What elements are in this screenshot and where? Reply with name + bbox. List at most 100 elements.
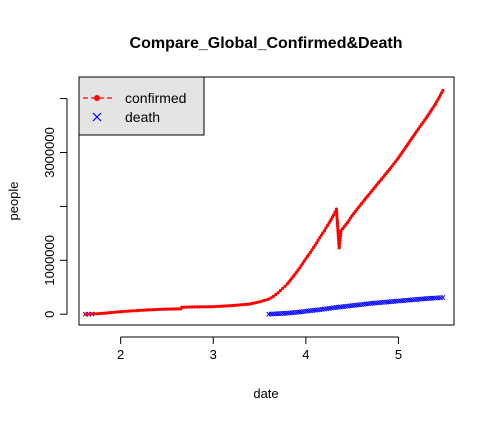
confirmed-point xyxy=(116,310,120,314)
chart-title: Compare_Global_Confirmed&Death xyxy=(130,35,403,52)
confirmed-point xyxy=(158,307,162,311)
confirmed-point xyxy=(418,125,422,129)
confirmed-point xyxy=(95,312,99,316)
confirmed-point xyxy=(322,229,326,233)
confirmed-point xyxy=(176,307,181,311)
confirmed-point xyxy=(239,303,243,307)
confirmed-point xyxy=(170,307,174,311)
confirmed-point xyxy=(153,308,157,312)
confirmed-point xyxy=(335,212,339,216)
confirmed-point xyxy=(202,305,206,309)
legend-confirmed-marker xyxy=(94,95,100,101)
confirmed-point xyxy=(119,310,123,314)
confirmed-point xyxy=(182,305,186,309)
confirmed-point xyxy=(165,307,169,311)
confirmed-point xyxy=(337,246,341,250)
confirmed-point xyxy=(246,302,250,306)
confirmed-point xyxy=(244,302,248,306)
confirmed-point xyxy=(98,311,102,316)
confirmed-point xyxy=(234,303,238,307)
confirmed-point xyxy=(172,307,176,311)
confirmed-point xyxy=(197,305,201,309)
confirmed-point xyxy=(335,209,339,214)
confirmed-point xyxy=(313,243,317,247)
confirmed-point xyxy=(335,222,339,226)
confirmed-point xyxy=(139,308,144,312)
confirmed-point xyxy=(87,312,91,316)
confirmed-point xyxy=(335,214,339,218)
confirmed-point xyxy=(319,233,323,237)
y-tick-label: 3000000 xyxy=(42,127,57,178)
confirmed-point xyxy=(345,221,350,225)
confirmed-point xyxy=(163,307,167,311)
confirmed-point xyxy=(316,238,320,242)
confirmed-point xyxy=(204,305,208,309)
confirmed-point xyxy=(207,305,211,309)
confirmed-point xyxy=(241,303,245,307)
confirmed-point xyxy=(335,219,339,223)
legend-box xyxy=(78,76,205,136)
confirmed-point xyxy=(123,309,127,313)
confirmed-point xyxy=(302,259,306,263)
confirmed-point xyxy=(135,309,139,313)
plot-area-border xyxy=(78,76,455,326)
confirmed-point xyxy=(92,312,97,316)
confirmed-point xyxy=(83,312,88,316)
confirmed-point xyxy=(281,286,285,290)
death-point xyxy=(440,294,446,301)
confirmed-point xyxy=(339,231,343,235)
confirmed-point xyxy=(324,226,328,230)
confirmed-point xyxy=(200,305,204,309)
confirmed-point xyxy=(137,308,141,312)
confirmed-point xyxy=(109,310,113,315)
confirmed-point xyxy=(112,310,116,314)
confirmed-point xyxy=(318,236,322,240)
confirmed-point xyxy=(128,309,132,313)
confirmed-point xyxy=(338,236,342,240)
confirmed-point xyxy=(102,311,107,315)
confirmed-point xyxy=(223,304,227,308)
confirmed-point xyxy=(338,241,342,245)
confirmed-point xyxy=(185,305,189,309)
confirmed-point xyxy=(308,250,313,254)
confirmed-point xyxy=(160,307,164,311)
x-tick-label: 2 xyxy=(117,347,124,362)
confirmed-point xyxy=(337,243,341,247)
confirmed-point xyxy=(335,217,339,221)
legend: confirmed death xyxy=(78,76,205,136)
confirmed-point xyxy=(90,312,94,316)
confirmed-point xyxy=(144,308,148,312)
confirmed-point xyxy=(180,305,184,309)
confirmed-point xyxy=(325,224,330,228)
confirmed-point xyxy=(347,218,351,222)
y-tick-label: 0 xyxy=(42,311,57,318)
confirmed-point xyxy=(321,231,325,235)
confirmed-point xyxy=(255,300,259,304)
confirmed-point xyxy=(274,292,278,297)
x-tick-label: 4 xyxy=(302,347,309,362)
confirmed-point xyxy=(441,88,445,93)
legend-death-label: death xyxy=(125,109,160,125)
confirmed-point xyxy=(349,216,353,220)
confirmed-point xyxy=(107,311,111,315)
confirmed-point xyxy=(332,213,336,217)
confirmed-point xyxy=(336,229,340,233)
legend-confirmed-label: confirmed xyxy=(125,90,186,106)
confirmed-point xyxy=(230,304,234,308)
confirmed-point xyxy=(190,305,194,309)
confirmed-point xyxy=(151,308,155,312)
confirmed-point xyxy=(312,245,316,250)
confirmed-point xyxy=(156,307,160,312)
confirmed-point xyxy=(334,207,338,211)
confirmed-point xyxy=(100,311,104,315)
legend-death-marker xyxy=(92,112,102,122)
axes: 2 3 4 5 0 1000000 3000000 xyxy=(42,98,402,362)
confirmed-point xyxy=(214,304,218,309)
confirmed-point xyxy=(126,309,130,313)
confirmed-point xyxy=(209,305,213,309)
confirmed-point xyxy=(276,291,280,295)
confirmed-point xyxy=(188,305,192,309)
confirmed-point xyxy=(193,305,197,309)
x-tick-label: 3 xyxy=(210,347,217,362)
